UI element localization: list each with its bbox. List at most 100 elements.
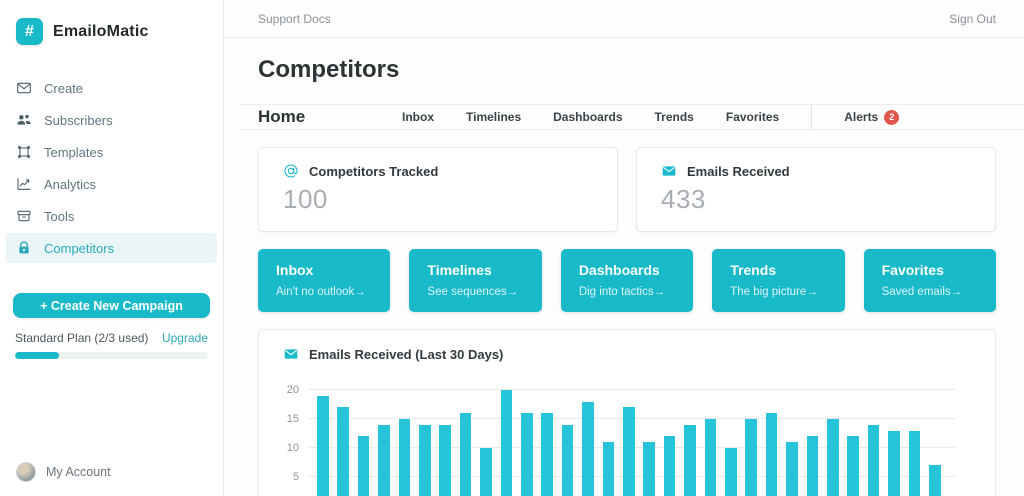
sidebar-item-label: Create [44, 80, 84, 96]
tab-alerts[interactable]: Alerts 2 [844, 109, 900, 125]
bar-day-1 [317, 395, 329, 496]
tab-dashboards[interactable]: Dashboards [553, 110, 622, 124]
my-account-button[interactable]: My Account [0, 462, 223, 482]
tab-favorites[interactable]: Favorites [726, 110, 779, 124]
bar-day-22 [745, 419, 757, 496]
sidebar-item-subscribers[interactable]: Subscribers [6, 105, 217, 135]
app-logo-icon: # [16, 18, 43, 45]
subnav: Home Inbox Timelines Dashboards Trends Favor… [224, 105, 1024, 129]
stat-card-emails-received: Emails Received 433 [636, 147, 996, 232]
bar-day-12 [541, 413, 553, 496]
upgrade-link[interactable]: Upgrade [161, 331, 208, 345]
bar-day-3 [357, 436, 370, 496]
action-card-title: Timelines [427, 262, 492, 278]
action-card-inbox[interactable]: Inbox Ain't no outlook→ [258, 249, 391, 312]
action-card-subtitle: Ain't no outlook→ [276, 286, 366, 298]
page-title: Competitors [258, 56, 400, 83]
divider [240, 129, 1024, 130]
sidebar-item-templates[interactable]: Templates [6, 137, 217, 167]
sidebar-item-tools[interactable]: Tools [6, 201, 217, 231]
action-card-dashboards[interactable]: Dashboards Dig into tactics→ [560, 249, 694, 312]
bar-day-21 [725, 448, 737, 496]
tab-inbox[interactable]: Inbox [402, 110, 434, 124]
tab-timelines[interactable]: Timelines [466, 110, 521, 124]
bar-day-16 [623, 407, 635, 496]
chart-y-axis: 5 10 15 20 [283, 378, 309, 496]
stat-label-row: Emails Received [661, 163, 971, 179]
bar-day-14 [582, 401, 594, 496]
chart-icon [16, 176, 32, 192]
envelope-icon [16, 80, 32, 96]
action-card-title: Trends [730, 262, 777, 278]
bar-day-4 [378, 424, 390, 496]
bar-day-17 [643, 442, 655, 496]
chart-title-row: Emails Received (Last 30 Days) [283, 346, 971, 362]
main-area: Support Docs Sign Out Competitors Home I… [224, 0, 1024, 496]
home-heading: Home [258, 107, 306, 126]
bar-day-23 [765, 413, 778, 496]
brand: # EmailoMatic [0, 18, 223, 45]
bar-day-13 [561, 424, 574, 496]
stat-label-row: Competitors Tracked [283, 163, 593, 179]
topbar: Support Docs Sign Out [224, 0, 1024, 38]
divider [240, 104, 1024, 105]
stat-card-competitors-tracked: Competitors Tracked 100 [258, 147, 618, 232]
bar-day-9 [480, 448, 492, 496]
tab-label: Inbox [402, 110, 434, 124]
y-tick-label: 15 [286, 413, 299, 425]
action-card-trends[interactable]: Trends The big picture→ [712, 249, 845, 312]
support-docs-link[interactable]: Support Docs [258, 11, 331, 26]
sidebar-item-label: Competitors [44, 240, 115, 256]
sidebar-item-analytics[interactable]: Analytics [6, 169, 217, 199]
stats-row: Competitors Tracked 100 Emails Received 433 [258, 147, 996, 232]
tab-bar: Inbox Timelines Dashboards Trends Favorites A… [402, 105, 900, 129]
content: Competitors Tracked 100 Emails Received 433… [224, 130, 1024, 496]
bar-day-29 [888, 430, 900, 496]
sign-out-link[interactable]: Sign Out [949, 11, 996, 26]
tab-trends[interactable]: Trends [655, 110, 694, 124]
bar-day-28 [867, 424, 880, 496]
action-card-favorites[interactable]: Favorites Saved emails→ [863, 249, 997, 312]
plan-row: Standard Plan (2/3 used) Upgrade [15, 331, 208, 345]
bar-day-19 [684, 424, 696, 496]
at-icon [283, 163, 299, 179]
user-avatar [16, 462, 36, 482]
archive-icon [16, 208, 32, 224]
chart-title: Emails Received (Last 30 Days) [309, 346, 504, 362]
sidebar-item-competitors[interactable]: Competitors [6, 233, 217, 263]
sidebar-item-label: Templates [44, 144, 104, 160]
gridline-y-20 [309, 389, 955, 390]
bar-chart: 5 10 15 20 [283, 378, 971, 496]
y-tick-label: 5 [292, 471, 299, 483]
stat-value: 100 [283, 184, 328, 214]
bar-day-15 [602, 442, 615, 496]
tab-label: Timelines [466, 110, 522, 124]
tab-label: Trends [654, 110, 694, 124]
bar-day-18 [663, 436, 676, 496]
tab-label: Alerts [844, 110, 879, 124]
bar-day-8 [459, 413, 472, 496]
bar-day-10 [500, 390, 513, 496]
sidebar-item-create[interactable]: Create [6, 73, 217, 103]
bar-day-30 [908, 430, 921, 496]
template-icon [16, 144, 32, 160]
lock-icon [16, 240, 32, 256]
bar-day-27 [847, 436, 859, 496]
stat-value: 433 [661, 184, 706, 214]
bar-day-5 [398, 419, 411, 496]
plan-usage-progress-fill [15, 352, 60, 359]
sidebar-item-label: Subscribers [44, 112, 113, 128]
stat-label: Emails Received [687, 163, 790, 179]
bar-day-20 [704, 419, 717, 496]
action-card-subtitle: The big picture→ [730, 286, 818, 298]
action-card-subtitle: See sequences→ [427, 286, 519, 298]
y-tick-label: 20 [286, 384, 299, 396]
chart-card: Emails Received (Last 30 Days) 5 10 15 20 [258, 329, 996, 496]
bar-day-31 [929, 465, 941, 496]
action-card-title: Dashboards [578, 262, 660, 278]
create-new-campaign-button[interactable]: + Create New Campaign [13, 293, 210, 318]
action-card-timelines[interactable]: Timelines See sequences→ [409, 249, 542, 312]
sidebar: # EmailoMatic Create Subscribers Templates… [0, 0, 224, 496]
stat-label: Competitors Tracked [309, 163, 439, 179]
app-name: EmailoMatic [53, 22, 149, 40]
